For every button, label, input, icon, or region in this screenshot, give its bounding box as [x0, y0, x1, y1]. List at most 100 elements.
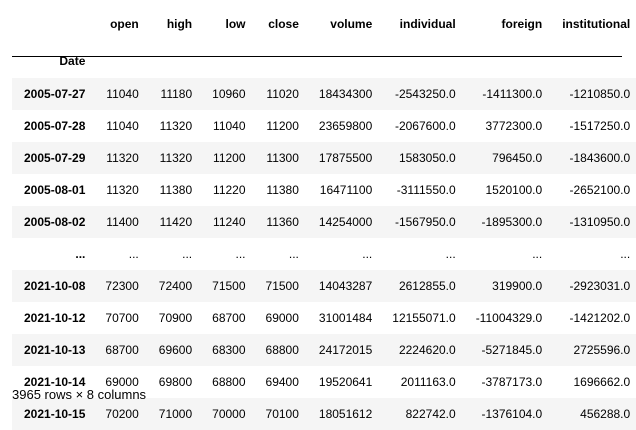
cell-foreign: -5271845.0 — [481, 343, 543, 357]
cell-individual: 822742.0 — [405, 407, 456, 421]
cell-low: 11240 — [213, 215, 246, 229]
cell-low: ... — [235, 247, 246, 261]
cell-open: ... — [128, 247, 139, 261]
column-header-open: open — [110, 17, 139, 31]
cell-open: 70200 — [105, 407, 139, 421]
cell-institutional: 2725596.0 — [573, 343, 631, 357]
row-index-date: 2021-10-13 — [24, 343, 86, 357]
cell-individual: 1583050.0 — [398, 151, 456, 165]
cell-open: 11320 — [106, 151, 139, 165]
cell-foreign: -11004329.0 — [475, 311, 543, 325]
dataframe-table: open high low close volume individual fo… — [12, 0, 636, 430]
cell-close: 11380 — [266, 183, 299, 197]
cell-close: 11020 — [266, 87, 299, 101]
cell-institutional: -1843600.0 — [569, 151, 631, 165]
table-row: 2005-07-28 11040 11320 11040 11200 23659800 -2… — [12, 110, 636, 142]
cell-volume: 24172015 — [318, 343, 373, 357]
table-row: 2005-08-01 11320 11380 11220 11380 16471100 -3… — [12, 174, 636, 206]
cell-volume: 18434300 — [318, 87, 373, 101]
cell-high: 11380 — [159, 183, 193, 197]
cell-foreign: -1376104.0 — [481, 407, 543, 421]
cell-open: 11040 — [106, 119, 139, 133]
cell-individual: -2067600.0 — [394, 119, 456, 133]
cell-low: 68700 — [212, 311, 246, 325]
cell-individual: 12155071.0 — [392, 311, 456, 325]
cell-high: 70900 — [158, 311, 193, 325]
cell-foreign: -1411300.0 — [482, 87, 543, 101]
index-name: Date — [59, 54, 86, 68]
row-index-date: 2021-10-12 — [24, 311, 86, 325]
dataframe-output: open high low close volume individual fo… — [12, 17, 631, 421]
cell-high: 69800 — [158, 375, 193, 389]
cell-high: 71000 — [158, 407, 193, 421]
cell-volume: 23659800 — [318, 119, 373, 133]
table-row: 2005-08-02 11400 11420 11240 11360 14254000 -1… — [12, 206, 636, 238]
cell-low: 11220 — [213, 183, 246, 197]
table-row: 2021-10-13 68700 69600 68300 68800 24172015 22… — [12, 334, 636, 366]
cell-foreign: ... — [532, 247, 543, 261]
cell-high: ... — [182, 247, 193, 261]
cell-low: 11200 — [213, 151, 246, 165]
table-row: 2005-07-27 11040 11180 10960 11020 18434300 -2… — [12, 78, 636, 110]
cell-foreign: 3772300.0 — [485, 119, 543, 133]
row-index-date: 2005-08-01 — [24, 183, 86, 197]
cell-institutional: -1517250.0 — [569, 119, 631, 133]
row-index-date: ... — [75, 247, 86, 261]
cell-low: 68300 — [212, 343, 246, 357]
cell-open: 69000 — [105, 375, 139, 389]
index-corner-cell — [12, 0, 93, 44]
cell-individual: -3111550.0 — [396, 183, 456, 197]
cell-open: 72300 — [105, 279, 139, 293]
table-body: 2005-07-27 11040 11180 10960 11020 18434300 -2… — [12, 78, 636, 430]
cell-institutional: -1310950.0 — [569, 215, 631, 229]
cell-foreign: 1520100.0 — [485, 183, 543, 197]
cell-close: 70100 — [265, 407, 299, 421]
column-header-volume: volume — [330, 17, 373, 31]
cell-volume: 19520641 — [318, 375, 373, 389]
cell-close: 11200 — [266, 119, 299, 133]
header-divider — [12, 56, 622, 57]
cell-close: 11360 — [266, 215, 299, 229]
cell-foreign: -1895300.0 — [481, 215, 543, 229]
cell-foreign: 796450.0 — [492, 151, 543, 165]
row-index-date: 2005-07-27 — [24, 87, 86, 101]
cell-high: 11320 — [159, 119, 193, 133]
row-index-date: 2021-10-15 — [24, 407, 86, 421]
cell-institutional: -2923031.0 — [569, 279, 631, 293]
cell-institutional: 456288.0 — [580, 407, 631, 421]
table-header: open high low close volume individual fo… — [12, 0, 636, 78]
row-index-date: 2005-08-02 — [24, 215, 86, 229]
cell-individual: 2011163.0 — [400, 375, 456, 389]
cell-close: ... — [288, 247, 299, 261]
cell-institutional: 1696662.0 — [573, 375, 631, 389]
cell-individual: ... — [445, 247, 456, 261]
cell-institutional: ... — [620, 247, 631, 261]
table-row: 2021-10-08 72300 72400 71500 71500 14043287 26… — [12, 270, 636, 302]
shape-summary: 3965 rows × 8 columns — [12, 387, 147, 402]
cell-volume: 14043287 — [318, 279, 373, 293]
cell-foreign: 319900.0 — [492, 279, 543, 293]
table-row: 2021-10-14 69000 69800 68800 69400 19520641 20… — [12, 366, 636, 398]
cell-low: 11040 — [213, 119, 246, 133]
cell-open: 70700 — [105, 311, 139, 325]
column-header-institutional: institutional — [562, 17, 631, 31]
cell-high: 69600 — [158, 343, 193, 357]
cell-low: 70000 — [212, 407, 246, 421]
table-row: 2005-07-29 11320 11320 11200 11300 17875500 15… — [12, 142, 636, 174]
cell-high: 72400 — [158, 279, 193, 293]
ellipsis-row: ........................... — [12, 238, 636, 270]
cell-high: 11420 — [159, 215, 193, 229]
cell-individual: 2612855.0 — [398, 279, 456, 293]
cell-close: 68800 — [265, 343, 299, 357]
column-header-close: close — [268, 17, 299, 31]
row-index-date: 2005-07-29 — [24, 151, 86, 165]
cell-individual: 2224620.0 — [398, 343, 456, 357]
cell-high: 11180 — [160, 87, 193, 101]
cell-close: 71500 — [265, 279, 299, 293]
table-row: 2021-10-12 70700 70900 68700 69000 31001484 12… — [12, 302, 636, 334]
cell-institutional: -2652100.0 — [569, 183, 631, 197]
column-header-individual: individual — [399, 17, 456, 31]
index-name-row: Date — [12, 44, 636, 78]
row-index-date: 2021-10-08 — [24, 279, 86, 293]
cell-institutional: -1421202.0 — [569, 311, 631, 325]
